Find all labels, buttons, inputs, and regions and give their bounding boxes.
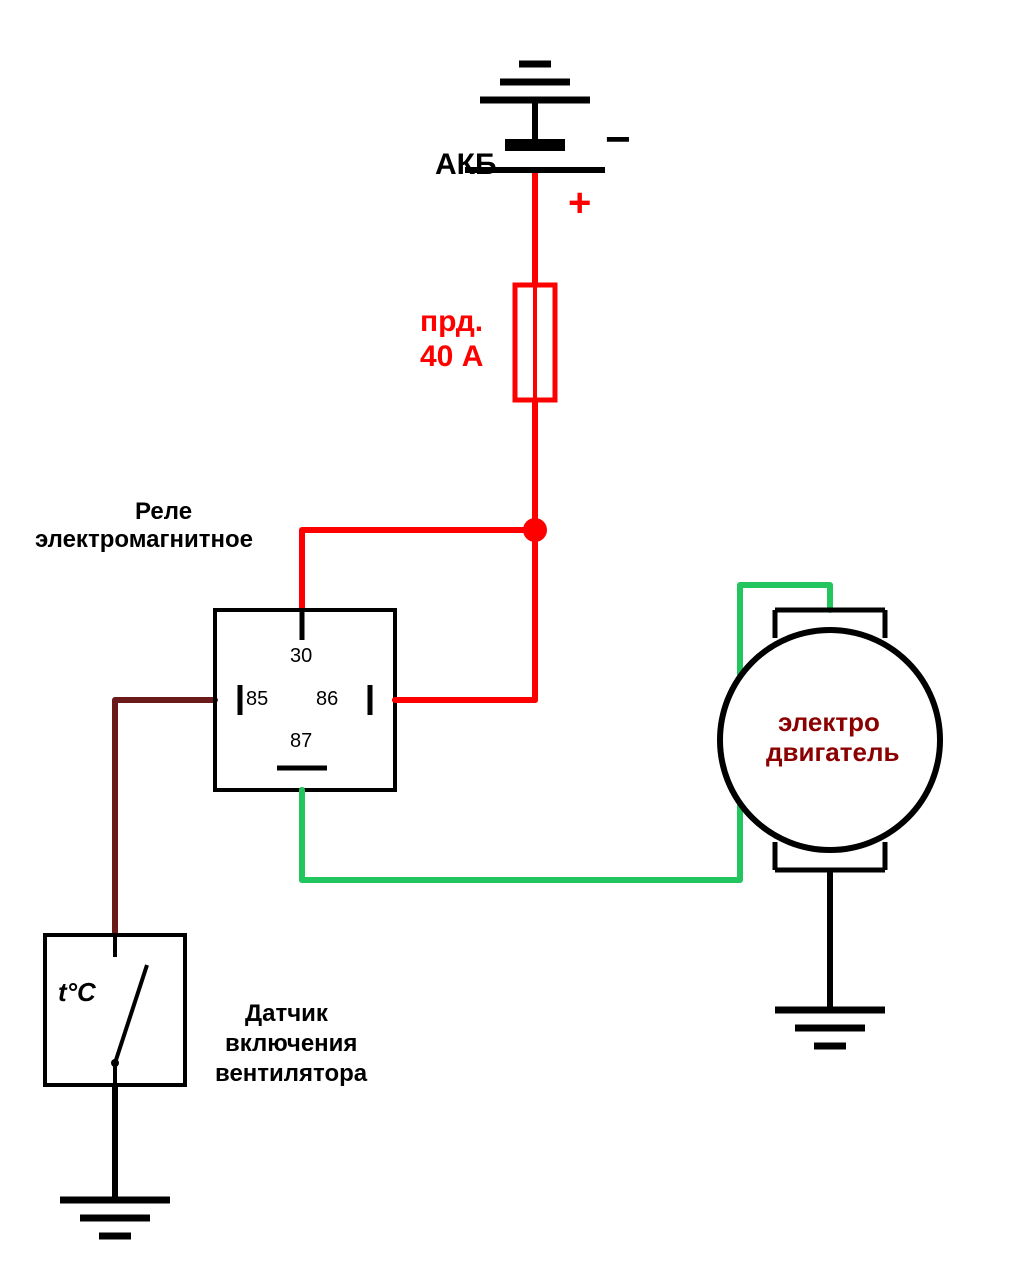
sensor-label-2: включения [225,1030,357,1058]
fuse-label-2: 40 А [420,340,483,375]
pin-30: 30 [290,645,312,668]
sensor-label-1: Датчик [245,1000,328,1028]
temp-c-label: t°C [58,978,96,1008]
sensor-label-3: вентилятора [215,1060,367,1088]
battery-label: АКБ [435,148,497,183]
pin-87: 87 [290,730,312,753]
pin-85: 85 [246,688,268,711]
plus-sign: + [568,180,591,226]
relay-label-2: электромагнитное [35,526,253,554]
pin-86: 86 [316,688,338,711]
motor-label-2: двигатель [766,738,899,768]
motor-label-1: электро [778,708,880,738]
minus-sign: − [605,115,631,166]
fuse-label-1: прд. [420,305,483,340]
wiring-diagram [0,0,1013,1276]
relay-label-1: Реле [135,498,192,526]
